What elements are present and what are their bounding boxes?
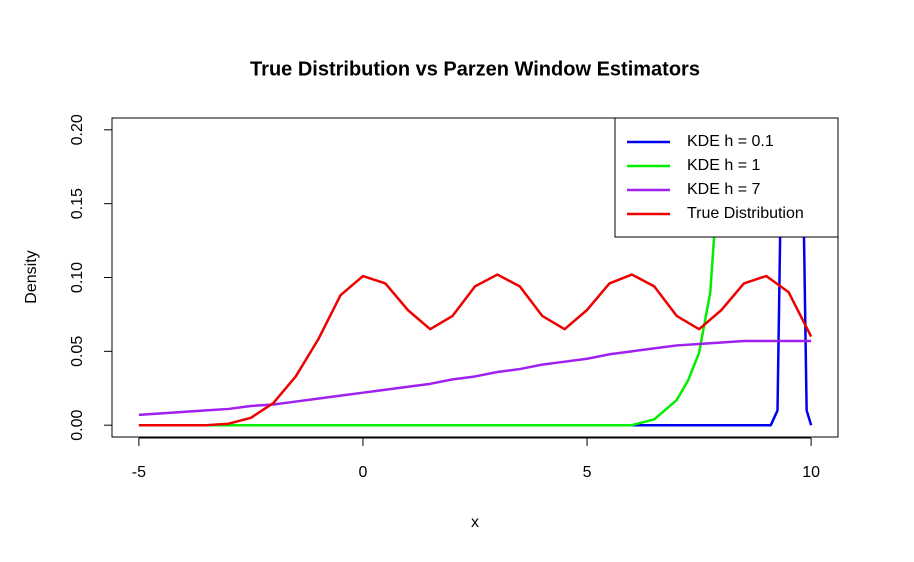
- y-tick-label: 0.20: [69, 114, 86, 145]
- y-axis-label: Density: [23, 250, 40, 303]
- x-tick-label: 5: [583, 464, 592, 481]
- x-tick-label: -5: [132, 464, 146, 481]
- y-tick-label: 0.05: [69, 336, 86, 367]
- x-axis-label: x: [471, 514, 479, 531]
- y-tick-label: 0.10: [69, 262, 86, 293]
- y-tick-label: 0.15: [69, 188, 86, 219]
- legend-label: KDE h = 0.1: [687, 133, 774, 150]
- legend-label: KDE h = 7: [687, 181, 760, 198]
- series-line: [138, 118, 813, 427]
- x-tick-label: 10: [802, 464, 820, 481]
- legend-label: KDE h = 1: [687, 157, 760, 174]
- legend-label: True Distribution: [687, 205, 804, 222]
- x-tick-label: 0: [359, 464, 368, 481]
- y-tick-label: 0.00: [69, 410, 86, 441]
- series-line: [138, 339, 812, 417]
- legend-box: [614, 117, 839, 238]
- series-line: [138, 273, 813, 427]
- chart-title: True Distribution vs Parzen Window Estim…: [250, 58, 700, 80]
